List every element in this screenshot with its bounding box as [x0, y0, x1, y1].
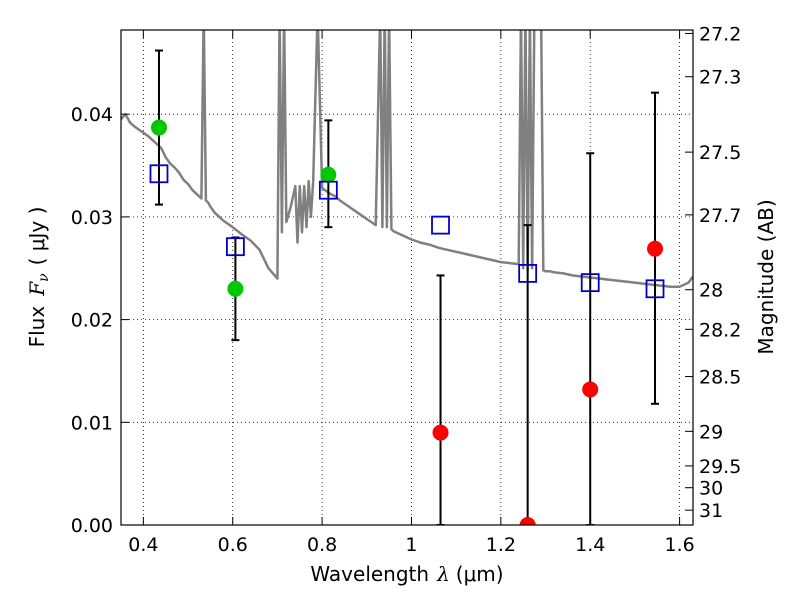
data-point-circle [519, 517, 536, 525]
data-point-circle [582, 381, 599, 398]
tick-layer: 0.4 0.6 0.8 1 1.2 1.4 1.6 0.00 0.01 0.02 0.03 0.04 2… [71, 23, 742, 556]
y-axis-label: Flux Fν ( μJy ) [25, 207, 52, 348]
y-axis-label-unit: ( μJy ) [25, 207, 49, 266]
x-axis-label: Wavelength λ (μm) [310, 562, 503, 586]
model-photometry-square [580, 273, 600, 293]
x-axis-label-text: Wavelength [310, 562, 429, 586]
x-tick-label: 0.8 [307, 534, 337, 556]
x-tick-label: 1 [405, 534, 417, 556]
data-point-circle [432, 424, 449, 441]
mag-tick-label: 27.2 [699, 23, 741, 45]
y-tick-label: 0.01 [71, 412, 113, 434]
mag-tick-label: 28.5 [699, 367, 741, 389]
y2-axis-label: Magnitude (AB) [754, 199, 778, 354]
mag-tick-label: 27.5 [699, 142, 741, 164]
y-axis-label-symbol: F [25, 281, 49, 297]
mag-tick-label: 27.7 [699, 205, 741, 227]
mag-tick-label: 30 [699, 478, 723, 500]
data-point-circle [320, 166, 337, 183]
y-axis-label-subscript: ν [36, 273, 52, 282]
data-layer [121, 30, 693, 525]
y-axis-label-prefix: Flux [25, 306, 49, 348]
plot-frame [120, 29, 694, 526]
y-tick-label: 0.03 [71, 207, 113, 229]
model-photometry-square [431, 215, 450, 235]
mag-tick-label: 31 [699, 500, 723, 522]
mag-tick-label: 29.5 [699, 456, 741, 478]
y-tick-label: 0.02 [71, 310, 113, 332]
model-photometry-square [318, 180, 338, 200]
mag-tick-label: 28.2 [699, 319, 741, 341]
mag-tick-label: 27.3 [699, 67, 741, 89]
model-photometry-square [149, 164, 169, 184]
x-axis-label-unit: (μm) [456, 562, 504, 586]
data-point-circle [150, 119, 167, 136]
x-tick-label: 0.4 [128, 534, 158, 556]
x-tick-label: 1.4 [575, 534, 605, 556]
y-tick-label: 0.04 [71, 104, 113, 126]
mag-tick-label: 28 [699, 280, 723, 302]
marker-layer [149, 119, 665, 525]
x-tick-label: 0.6 [218, 534, 248, 556]
data-point-circle [647, 240, 664, 257]
y-tick-label: 0.00 [71, 515, 113, 537]
model-photometry-square [225, 237, 245, 257]
data-point-circle [227, 280, 244, 297]
x-tick-label: 1.6 [664, 534, 694, 556]
model-spectrum-line [121, 30, 693, 288]
x-tick-label: 1.2 [486, 534, 516, 556]
x-axis-label-symbol: λ [436, 562, 450, 586]
model-photometry-square [645, 279, 665, 299]
model-photometry-square [518, 263, 538, 283]
plot-background [121, 30, 693, 525]
mag-tick-label: 29 [699, 421, 723, 443]
